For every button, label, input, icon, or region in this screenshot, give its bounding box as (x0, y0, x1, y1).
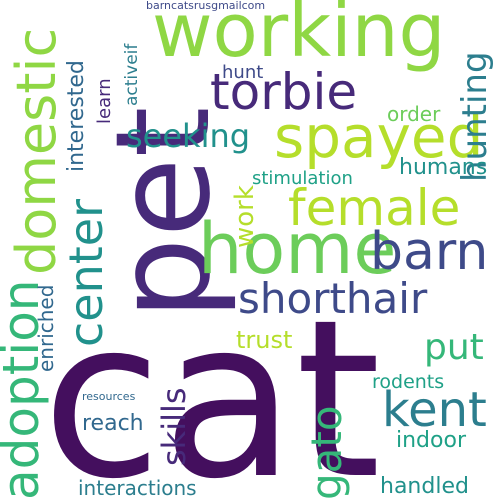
word-torbie: torbie (210, 63, 358, 121)
word-working: working (152, 0, 446, 74)
word-hunt: hunt (222, 62, 264, 83)
word-interactions: interactions (78, 476, 197, 500)
word-barncatsrusgmailcom: barncatsrusgmailcom (146, 0, 266, 12)
word-stimulation: stimulation (252, 168, 353, 189)
word-kent: kent (382, 382, 487, 438)
word-resources: resources (82, 390, 136, 403)
word-gato: gato (302, 405, 351, 500)
word-humans: humans (399, 155, 488, 180)
word-reach: reach (82, 411, 144, 436)
word-learn: learn (94, 78, 115, 124)
word-shorthair: shorthair (238, 274, 428, 323)
word-put: put (424, 327, 484, 368)
word-female: female (288, 179, 461, 237)
word-center: center (59, 199, 113, 347)
word-trust: trust (236, 326, 293, 354)
word-home: home (198, 208, 397, 290)
word-skills: skills (155, 387, 193, 466)
word-indoor: indoor (396, 428, 466, 453)
word-domestic: domestic (5, 27, 68, 275)
word-barn: barn (370, 222, 489, 282)
word-enriched: enriched (34, 284, 58, 372)
word-work: work (230, 185, 260, 248)
word-cat: cat (42, 274, 381, 500)
word-interested: interested (64, 60, 89, 172)
word-rodents: rodents (372, 371, 445, 393)
word-handled: handled (380, 474, 469, 499)
word-spayed: spayed (274, 103, 484, 171)
word-order: order (387, 102, 441, 126)
word-activeif: activeif (122, 43, 142, 106)
word-seeking: seeking (126, 117, 251, 155)
